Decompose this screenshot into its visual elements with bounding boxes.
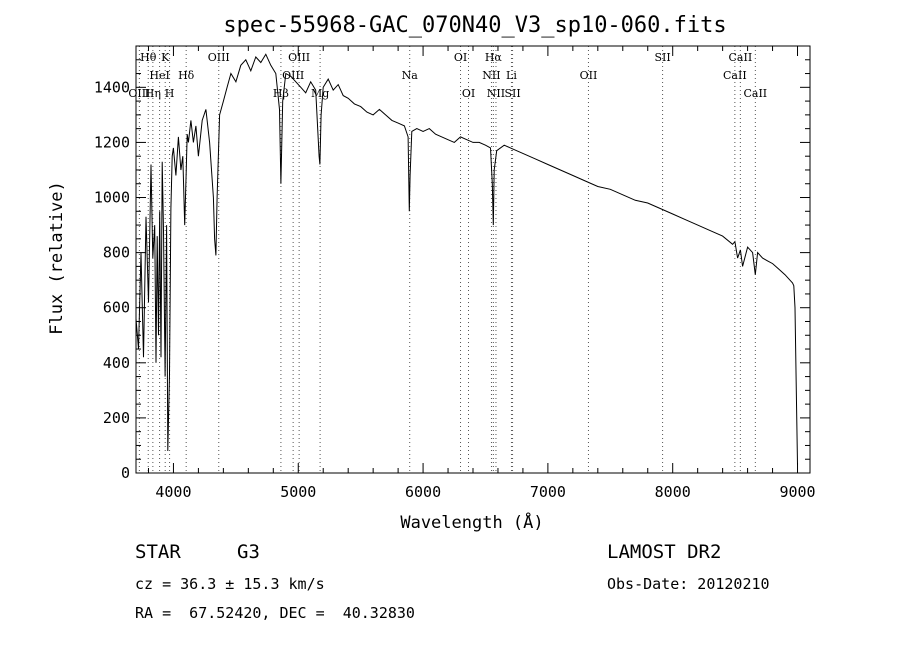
x-axis-label: Wavelength (Å) (400, 511, 543, 533)
spectral-line-label: Hα (485, 51, 503, 64)
observation-date: Obs-Date: 20120210 (607, 575, 770, 593)
y-tick-label: 1000 (94, 189, 130, 207)
spectral-line-label: Hη (145, 87, 161, 100)
spectral-line-label: Hβ (273, 87, 289, 100)
plot-frame (135, 45, 811, 474)
y-tick-label: 1400 (94, 78, 130, 96)
spectral-line-label: NII (482, 69, 500, 82)
spectral-line-label: HeI (149, 69, 169, 82)
x-tick-label: 5000 (280, 483, 316, 501)
spectral-line-label: NII (487, 87, 505, 100)
spectral-line-label: OI (454, 51, 467, 64)
coordinates-readout: RA = 67.52420, DEC = 40.32830 (135, 604, 415, 622)
x-tick-label: 7000 (530, 483, 566, 501)
y-tick-label: 1200 (94, 133, 130, 151)
spectral-line-label: H (165, 87, 175, 100)
axis-ticks: 4000 5000 6000 7000 8000 9000 0 200 400 600 800 100… (94, 45, 816, 501)
spectral-line-label: K (161, 51, 170, 64)
y-tick-label: 400 (103, 354, 130, 372)
spectral-line-label: Hθ (140, 51, 157, 64)
spectral-line-label: OIII (128, 87, 150, 100)
spectral-line-label: Hδ (178, 69, 195, 82)
spectral-line-label: CaII (723, 69, 747, 82)
spectral-line-label: OIII (288, 51, 310, 64)
object-class: STAR (135, 541, 181, 563)
chart-title: spec-55968-GAC_070N40_V3_sp10-060.fits (223, 13, 726, 38)
spectral-line-label: CaII (743, 87, 767, 100)
x-tick-label: 4000 (155, 483, 191, 501)
x-tick-label: 8000 (655, 483, 691, 501)
spectral-line-label: OI (462, 87, 475, 100)
y-axis-label: Flux (relative) (47, 181, 67, 335)
spectral-line-label: Mg (311, 87, 329, 100)
x-tick-label: 9000 (779, 483, 815, 501)
spectral-line-label: OIII (208, 51, 230, 64)
y-tick-label: 800 (103, 244, 130, 262)
spectral-line-label: OIII (282, 69, 304, 82)
spectral-line-label: OII (580, 69, 598, 82)
spectral-line-label: SII (504, 87, 520, 100)
y-tick-label: 600 (103, 299, 130, 317)
survey-name: LAMOST DR2 (607, 541, 722, 563)
spectral-line-label: SII (654, 51, 670, 64)
spectral-line-label: Li (506, 69, 517, 82)
y-tick-label: 0 (121, 464, 130, 482)
spectral-line-markers (138, 46, 756, 473)
x-tick-label: 6000 (405, 483, 441, 501)
spectral-line-label: CaII (729, 51, 753, 64)
y-tick-label: 200 (103, 409, 130, 427)
redshift-readout: cz = 36.3 ± 15.3 km/s (135, 575, 325, 593)
spectrum-series-line (135, 53, 798, 465)
object-subclass: G3 (237, 541, 260, 563)
spectral-line-label: Na (402, 69, 419, 82)
